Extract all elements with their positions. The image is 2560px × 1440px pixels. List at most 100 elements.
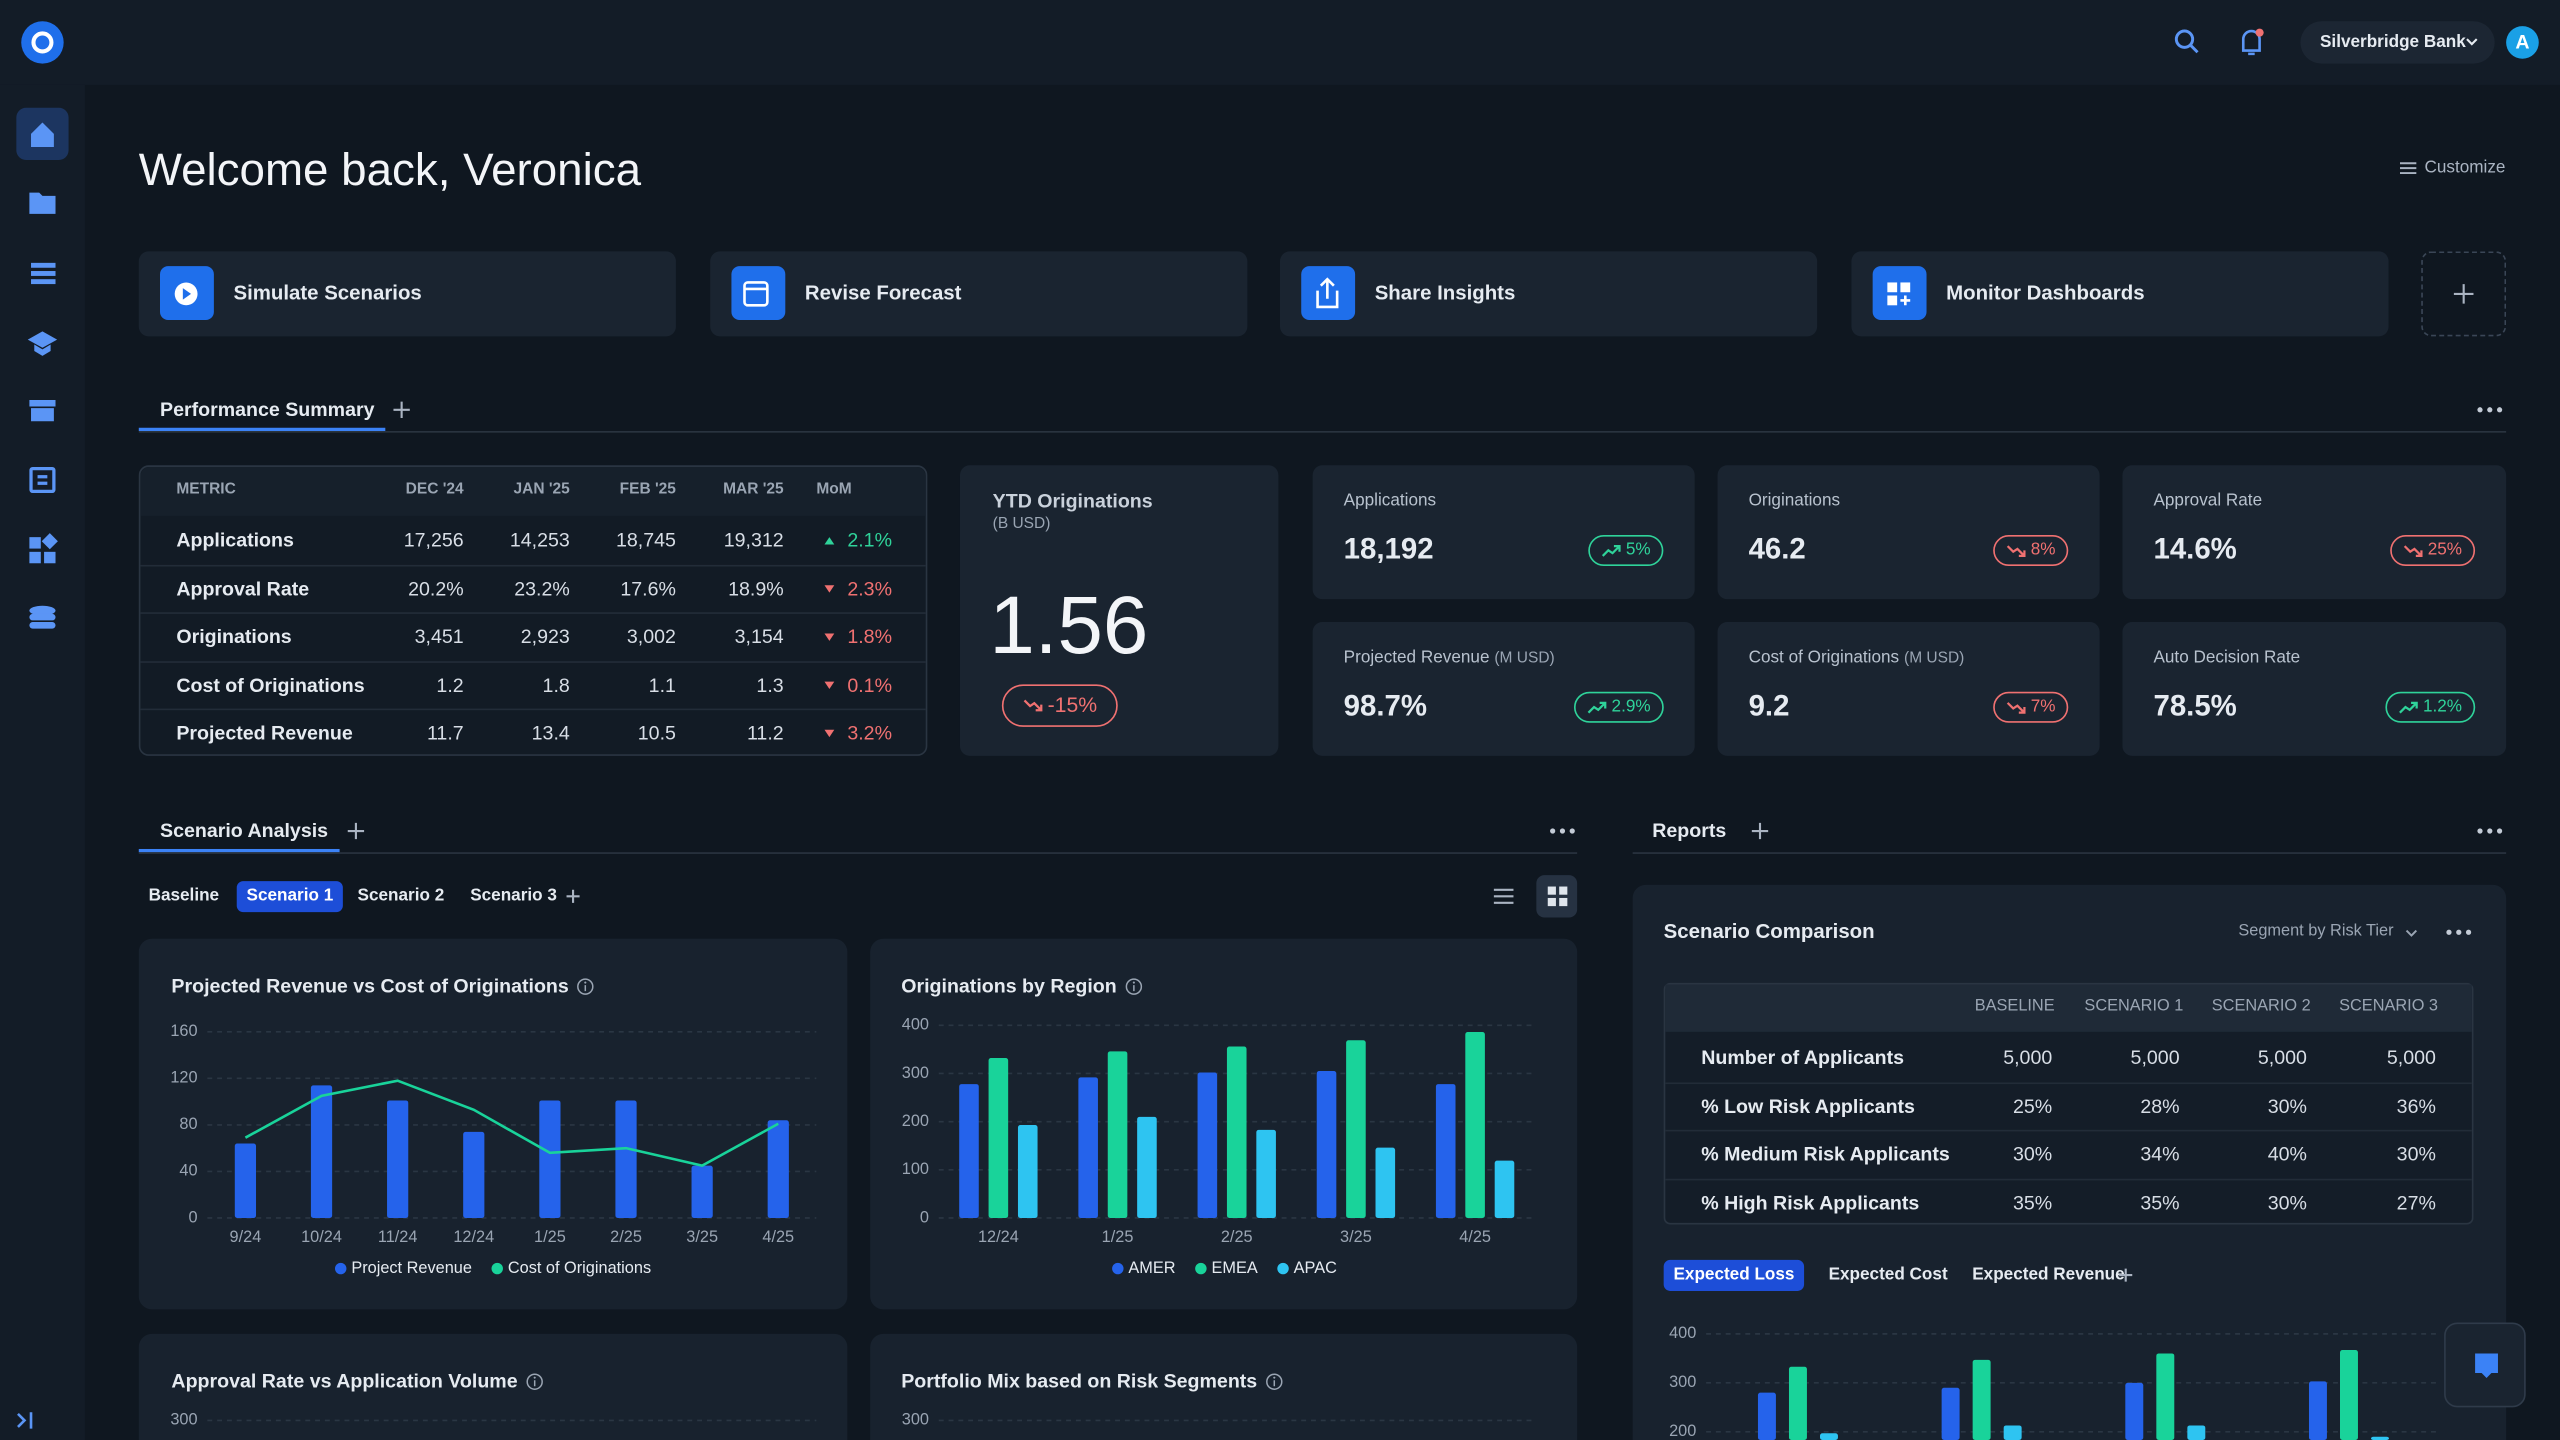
trend-icon [2399,700,2418,713]
tab-underline [138,848,340,853]
cell-value: 35% [2140,1190,2180,1214]
metric-value: 2,923 [520,624,570,648]
kpi-name: Projected Revenue [1343,647,1490,668]
cell-value: 28% [2140,1094,2180,1118]
add-icon [347,822,365,840]
chart-title-text: Originations by Region [901,974,1117,998]
tab-underline [138,427,386,432]
segment-select[interactable]: Segment by Risk Tier [2238,922,2394,941]
kpi-card [1717,465,2100,600]
kpi-change: 8% [1993,535,2069,566]
scenario-tab[interactable]: Scenario 1 [236,881,344,912]
column-header: SCENARIO 2 [2211,997,2311,1016]
action-card[interactable] [138,251,676,337]
chart-panel [870,938,1578,1310]
chart-panel [870,1333,1578,1440]
cell-value: 30% [2396,1142,2436,1166]
kpi-change-text: 7% [2030,696,2056,717]
section-tab[interactable]: Scenario Analysis [160,819,329,843]
metric-value: 1.1 [648,673,676,697]
kpi-name: Auto Decision Rate [2153,647,2301,668]
action-icon [1301,266,1356,320]
cell-value: 27% [2396,1190,2436,1214]
add-icon [566,889,580,903]
scenario-tab[interactable]: Baseline [148,886,220,906]
action-card[interactable] [1851,251,2389,337]
column-header: DEC '24 [405,480,464,499]
kpi-label: Cost of Originations (M USD) [1749,648,1965,669]
table-header [140,466,926,516]
sidebar [0,84,85,1440]
info-icon[interactable] [1265,1372,1283,1390]
kpi-change: 7% [1993,691,2069,723]
kpi-card [1312,465,1695,600]
kpi-change-text: 2.9% [1611,696,1651,717]
metric-value: 18,745 [615,528,676,552]
row-divider [1665,1082,2472,1084]
metric-value: 1.3 [756,673,784,697]
add-icon [1751,822,1769,840]
avatar-letter: A [2515,30,2530,54]
kpi-label: Auto Decision Rate [2153,648,2300,669]
mom-change: 2.3% [847,576,893,600]
report-tab[interactable]: Expected Loss [1663,1259,1805,1291]
metric-value: 11.2 [746,721,784,745]
mom-change: 2.1% [847,528,893,552]
action-card[interactable] [710,251,1248,337]
kpi-name: Originations [1748,490,1841,511]
more-dot [2496,828,2503,834]
chart-title: Originations by Region [901,974,1143,997]
ytd-title: YTD Originations [992,489,1153,513]
column-header: SCENARIO 3 [2339,997,2439,1016]
ytd-change-text: -15% [1047,692,1098,718]
report-tab[interactable]: Expected Revenue [1972,1264,2125,1285]
metric-value: 14,253 [509,528,570,552]
metric-name: Approval Rate [176,576,310,600]
customize[interactable]: Customize [2424,157,2506,178]
section-tab[interactable]: Performance Summary [160,398,375,421]
kpi-unit: (M USD) [1494,649,1555,668]
more-dot [1550,828,1556,834]
kpi-name: Approval Rate [2153,490,2263,511]
table-header [1665,984,2472,1032]
cell-value: 5,000 [2130,1046,2180,1070]
info-icon[interactable] [526,1372,544,1390]
add-action[interactable] [2421,251,2507,337]
metric-value: 23.2% [514,576,570,600]
row-divider [140,708,926,711]
list-view[interactable] [1493,888,1514,904]
customize-icon[interactable] [2399,162,2417,175]
metric-value: 1.2 [436,673,464,697]
more-dot [2477,407,2483,413]
kpi-name: Applications [1343,490,1437,511]
metric-value: 11.7 [426,721,464,745]
help-button[interactable] [2444,1322,2526,1408]
section-tab[interactable]: Reports [1652,819,1727,843]
kpi-change-text: 25% [2427,539,2463,560]
metric-value: 3,451 [414,624,464,648]
scenario-tab[interactable]: Scenario 3 [470,886,557,906]
kpi-card [1312,622,1695,756]
metric-value: 17,256 [403,528,464,552]
kpi-change-text: 1.2% [2422,696,2463,717]
info-icon[interactable] [1125,977,1143,995]
kpi-label: Applications [1344,491,1436,512]
chart-title: Portfolio Mix based on Risk Segments [901,1369,1283,1392]
column-header: MoM [816,480,852,499]
metric-value: 20.2% [408,576,464,600]
view-toggle-active[interactable] [1536,875,1578,918]
scenario-tab[interactable]: Scenario 2 [357,886,445,906]
bank-selector[interactable] [2300,21,2495,64]
kpi-unit: (M USD) [1904,649,1965,668]
chart-title-text: Portfolio Mix based on Risk Segments [901,1369,1258,1393]
trend-icon [1023,699,1043,712]
cell-value: 5,000 [2257,1046,2307,1070]
kpi-value: 18,192 [1343,532,1434,566]
report-tab[interactable]: Expected Cost [1828,1264,1948,1285]
action-card[interactable] [1280,251,1818,337]
metric-value: 10.5 [637,721,676,745]
cell-value: 30% [2013,1142,2053,1166]
row-label: Number of Applicants [1701,1046,1905,1070]
section-divider [138,431,2507,433]
info-icon[interactable] [577,977,595,995]
